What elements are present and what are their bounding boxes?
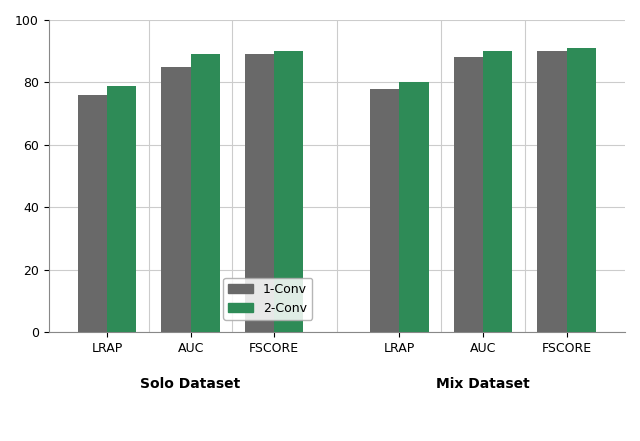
Bar bbox=[538, 51, 566, 332]
Bar bbox=[245, 54, 274, 332]
Bar bbox=[370, 89, 399, 332]
Bar bbox=[161, 67, 191, 332]
Text: Mix Dataset: Mix Dataset bbox=[436, 377, 530, 391]
Bar bbox=[107, 86, 136, 332]
Bar bbox=[483, 51, 512, 332]
Text: Solo Dataset: Solo Dataset bbox=[141, 377, 241, 391]
Bar bbox=[274, 51, 303, 332]
Bar bbox=[399, 82, 429, 332]
Bar bbox=[566, 48, 596, 332]
Bar bbox=[78, 95, 107, 332]
Legend: 1-Conv, 2-Conv: 1-Conv, 2-Conv bbox=[223, 277, 312, 320]
Bar bbox=[191, 54, 220, 332]
Bar bbox=[454, 57, 483, 332]
